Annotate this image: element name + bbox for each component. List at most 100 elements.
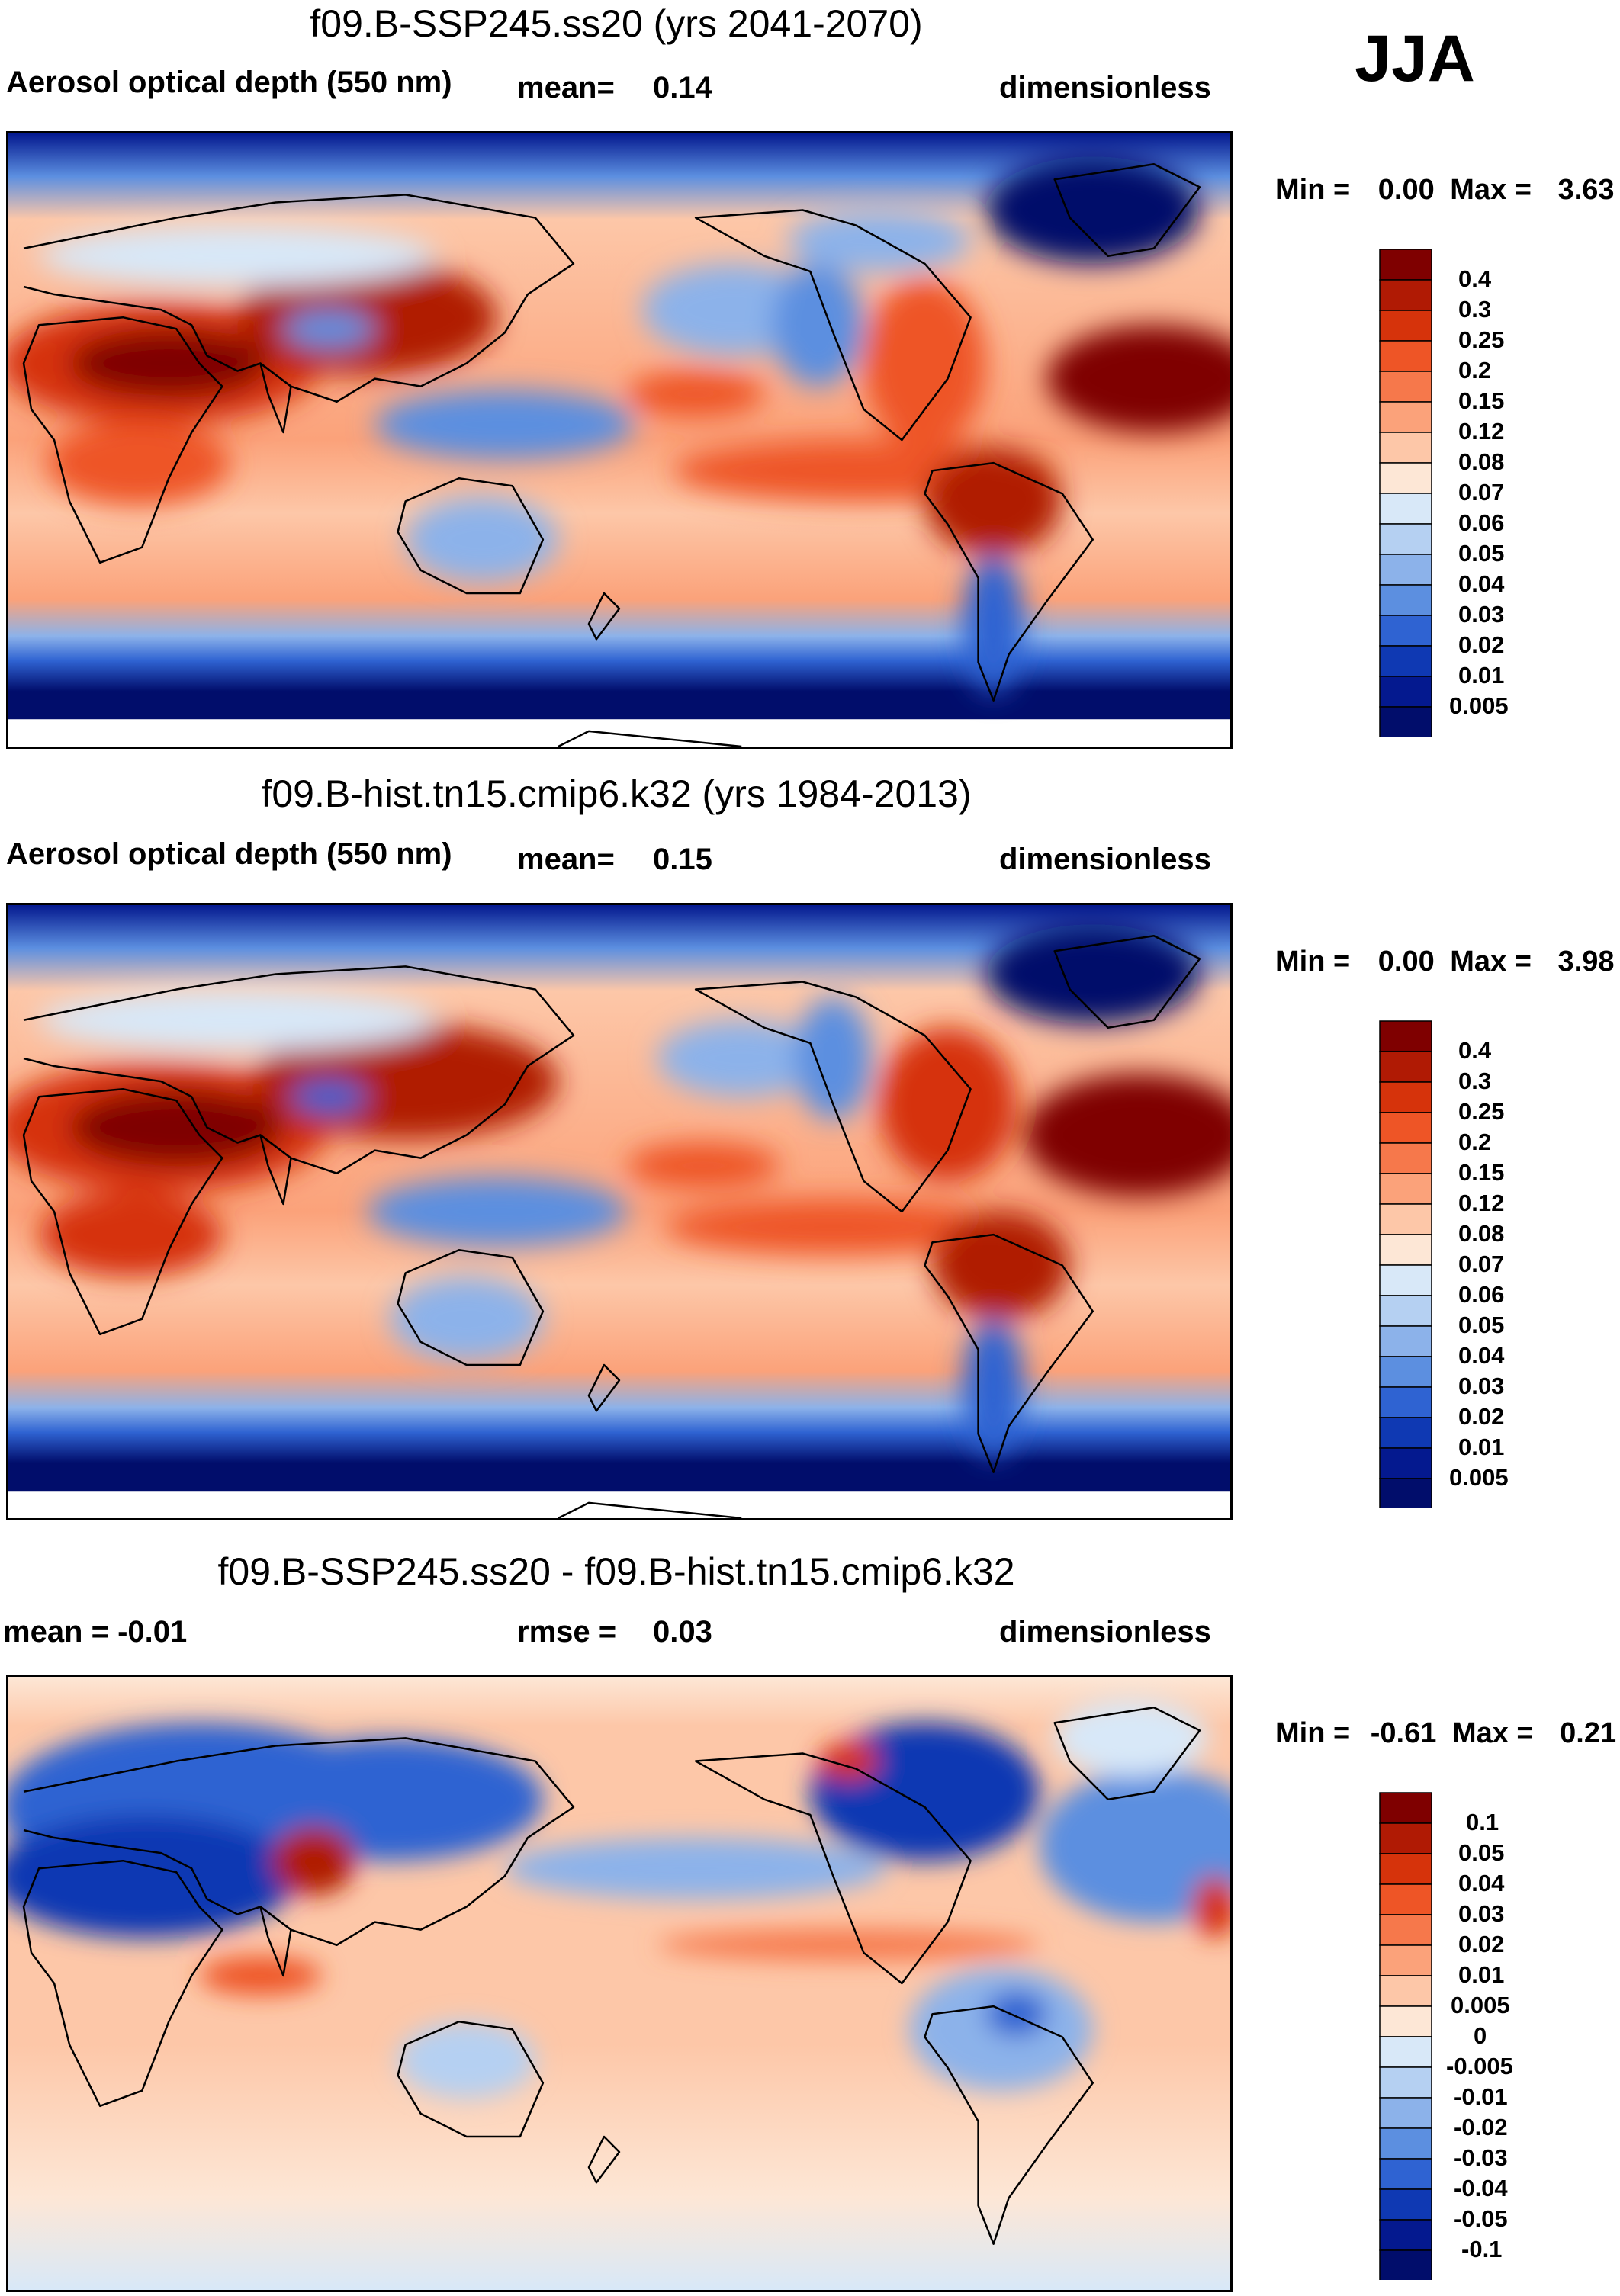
- units-label-top: dimensionless: [999, 71, 1211, 104]
- colorbar-tick: 0.03: [1458, 1900, 1505, 1927]
- colorbar-tick: 0.02: [1458, 1931, 1505, 1957]
- colorbar-swatch: [1379, 1051, 1432, 1083]
- colorbar-swatch: [1379, 645, 1432, 677]
- panel-title-top: f09.B-SSP245.ss20 (yrs 2041-2070): [310, 2, 923, 45]
- mean-value-top: 0.14: [653, 71, 712, 104]
- colorbar-tick: 0.12: [1458, 418, 1505, 445]
- colorbar-tick: 0.01: [1458, 1961, 1505, 1988]
- colorbar-swatch: [1379, 1020, 1432, 1052]
- colorbar-swatches-middle: [1379, 1020, 1432, 1508]
- colorbar-tick: -0.005: [1446, 2053, 1513, 2079]
- colorbar-swatch: [1379, 1417, 1432, 1449]
- colorbar-tick: 0.02: [1458, 631, 1505, 658]
- field-label-top: Aerosol optical depth (550 nm): [6, 66, 452, 99]
- colorbar-tick: 0.15: [1458, 387, 1505, 414]
- colorbar-swatches-difference: [1379, 1792, 1432, 2280]
- colorbar-tick: 0.06: [1458, 509, 1505, 536]
- mean-label-difference: mean = -0.01: [3, 1615, 188, 1649]
- colorbar-tick: 0.01: [1458, 662, 1505, 689]
- colorbar-tick: 0.1: [1466, 1809, 1499, 1835]
- colorbar-swatch: [1379, 615, 1432, 647]
- colorbar-tick: 0.3: [1458, 296, 1492, 323]
- units-label-middle: dimensionless: [999, 843, 1211, 876]
- colorbar-swatch: [1379, 401, 1432, 433]
- mean-label-middle: mean=: [517, 843, 615, 876]
- colorbar-swatch: [1379, 1325, 1432, 1357]
- colorbar-tick: 0.08: [1458, 1220, 1505, 1247]
- colorbar-swatch: [1379, 2097, 1432, 2129]
- colorbar-swatch: [1379, 1822, 1432, 1854]
- colorbar-swatch: [1379, 1234, 1432, 1266]
- minmax-difference: Min = -0.61 Max = 0.21: [1275, 1717, 1617, 1749]
- colorbar-swatch: [1379, 1203, 1432, 1235]
- colorbar-swatch: [1379, 2249, 1432, 2280]
- colorbar-swatches-top: [1379, 249, 1432, 737]
- aod-map-historical: [6, 903, 1233, 1520]
- units-label-difference: dimensionless: [999, 1615, 1211, 1649]
- colorbar-swatch: [1379, 249, 1432, 281]
- colorbar-swatch: [1379, 462, 1432, 494]
- colorbar-swatch: [1379, 1447, 1432, 1479]
- map-svg-middle: [8, 905, 1230, 1518]
- colorbar-swatch: [1379, 2219, 1432, 2251]
- colorbar-swatch: [1379, 310, 1432, 342]
- minmax-top: Min = 0.00 Max = 3.63: [1275, 174, 1615, 206]
- colorbar-tick: -0.04: [1454, 2175, 1508, 2201]
- colorbar-tick: 0.07: [1458, 479, 1505, 506]
- colorbar-tick: -0.01: [1454, 2083, 1508, 2110]
- colorbar-tick: 0.01: [1458, 1434, 1505, 1460]
- colorbar-tick: 0.06: [1458, 1281, 1505, 1308]
- colorbar-swatch: [1379, 1792, 1432, 1824]
- colorbar-tick: -0.1: [1461, 2236, 1503, 2262]
- colorbar-swatch: [1379, 493, 1432, 525]
- colorbar-tick: 0.3: [1458, 1068, 1492, 1094]
- colorbar-tick: 0.03: [1458, 1373, 1505, 1399]
- colorbar-swatch: [1379, 1853, 1432, 1885]
- colorbar-swatch: [1379, 371, 1432, 403]
- colorbar-middle: [1379, 1020, 1432, 1508]
- colorbar-swatch: [1379, 432, 1432, 464]
- colorbar-tick: 0.15: [1458, 1159, 1505, 1186]
- field-label-middle: Aerosol optical depth (550 nm): [6, 837, 452, 871]
- colorbar-swatch: [1379, 1975, 1432, 2007]
- minmax-middle: Min = 0.00 Max = 3.98: [1275, 946, 1615, 978]
- colorbar-tick: 0.04: [1458, 570, 1505, 597]
- season-label: JJA: [1355, 22, 1475, 95]
- panel-title-difference: f09.B-SSP245.ss20 - f09.B-hist.tn15.cmip…: [217, 1550, 1015, 1593]
- colorbar-swatch: [1379, 2036, 1432, 2068]
- colorbar-tick: 0.02: [1458, 1403, 1505, 1430]
- colorbar-swatch: [1379, 2158, 1432, 2190]
- colorbar-swatch: [1379, 1173, 1432, 1205]
- colorbar-swatch: [1379, 2066, 1432, 2099]
- colorbar-tick: -0.05: [1454, 2205, 1508, 2232]
- colorbar-swatch: [1379, 1944, 1432, 1976]
- colorbar-tick: 0.05: [1458, 1312, 1505, 1338]
- colorbar-swatch: [1379, 1883, 1432, 1915]
- colorbar-swatch: [1379, 584, 1432, 616]
- colorbar-top: [1379, 249, 1432, 737]
- colorbar-swatch: [1379, 1478, 1432, 1508]
- colorbar-tick: -0.03: [1454, 2144, 1508, 2171]
- colorbar-swatch: [1379, 1356, 1432, 1388]
- colorbar-swatch: [1379, 2005, 1432, 2037]
- colorbar-tick: 0.2: [1458, 1129, 1492, 1155]
- colorbar-swatch: [1379, 1081, 1432, 1113]
- colorbar-swatch: [1379, 1112, 1432, 1144]
- colorbar-tick: 0.05: [1458, 540, 1505, 567]
- map-svg-top: [8, 133, 1230, 747]
- colorbar-swatch: [1379, 2188, 1432, 2221]
- colorbar-swatch: [1379, 1386, 1432, 1418]
- colorbar-swatch: [1379, 554, 1432, 586]
- colorbar-tick: 0.25: [1458, 1098, 1505, 1125]
- colorbar-tick: 0.03: [1458, 601, 1505, 628]
- aod-difference-map: [6, 1675, 1233, 2292]
- rmse-value: 0.03: [653, 1615, 712, 1649]
- colorbar-tick: 0.005: [1449, 692, 1509, 719]
- panel-title-middle: f09.B-hist.tn15.cmip6.k32 (yrs 1984-2013…: [261, 772, 972, 815]
- colorbar-swatch: [1379, 1264, 1432, 1296]
- colorbar-tick: 0.4: [1458, 1037, 1492, 1064]
- colorbar-tick: 0.4: [1458, 265, 1492, 292]
- colorbar-swatch: [1379, 706, 1432, 737]
- colorbar-difference: [1379, 1792, 1432, 2280]
- colorbar-tick: 0.25: [1458, 326, 1505, 353]
